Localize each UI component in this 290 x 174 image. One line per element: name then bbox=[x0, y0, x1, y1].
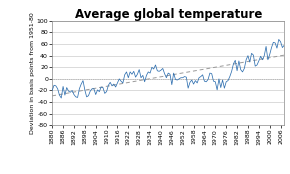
Y-axis label: Deviation in basis points from 1951-80: Deviation in basis points from 1951-80 bbox=[30, 12, 35, 134]
Title: Average global temperature: Average global temperature bbox=[75, 8, 262, 21]
